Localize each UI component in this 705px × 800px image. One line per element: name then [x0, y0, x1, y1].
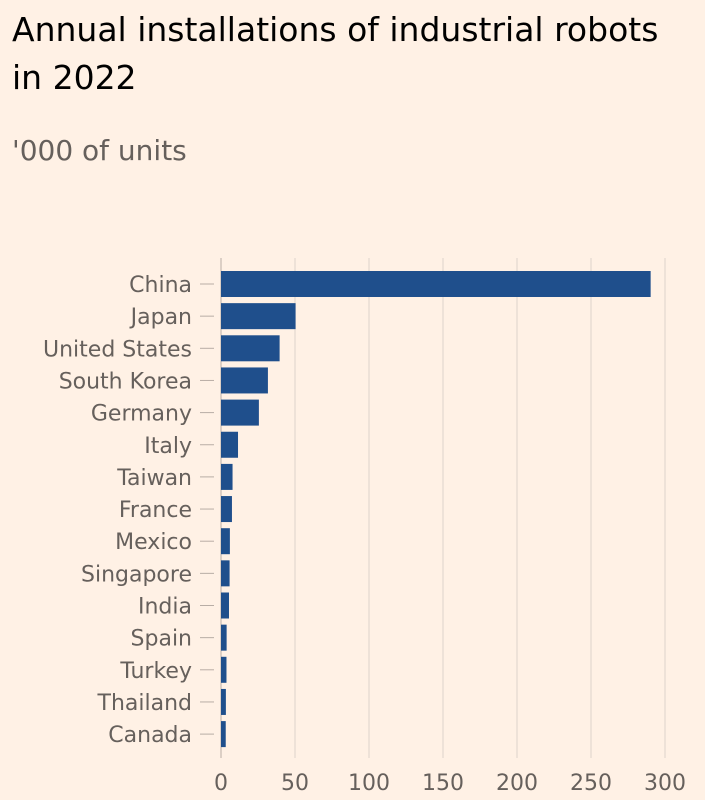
bar-south-korea [221, 367, 268, 394]
x-tick-label-50: 50 [281, 771, 309, 796]
bar-mexico [221, 528, 230, 555]
x-tick-label-100: 100 [348, 771, 390, 796]
category-labels: China Japan United States South Korea German… [43, 273, 192, 748]
category-label-france: France [119, 498, 192, 523]
category-label-china: China [129, 273, 192, 298]
bar-spain [221, 624, 227, 651]
x-tick-label-250: 250 [570, 771, 612, 796]
gridlines [200, 258, 666, 758]
bar-france [221, 496, 232, 523]
category-label-spain: Spain [131, 627, 192, 652]
category-label-italy: Italy [144, 434, 192, 459]
bar-japan [221, 303, 296, 330]
x-tick-labels: 0 50 100 150 200 250 300 [214, 771, 686, 796]
bar-germany [221, 399, 259, 426]
category-label-germany: Germany [91, 402, 192, 427]
category-label-india: India [138, 595, 192, 620]
bar-italy [221, 431, 239, 458]
bar-thailand [221, 688, 226, 715]
bar-singapore [221, 560, 230, 587]
bar-taiwan [221, 463, 233, 490]
category-label-united-states: United States [43, 337, 192, 362]
category-label-taiwan: Taiwan [116, 466, 192, 491]
bar-turkey [221, 656, 227, 683]
category-label-south-korea: South Korea [59, 369, 192, 394]
chart-subtitle: '000 of units [12, 134, 187, 167]
bar-united-states [221, 335, 280, 362]
category-label-singapore: Singapore [81, 562, 192, 587]
x-tick-label-200: 200 [496, 771, 538, 796]
category-label-canada: Canada [108, 723, 192, 748]
category-label-turkey: Turkey [119, 659, 192, 684]
category-label-thailand: Thailand [97, 691, 192, 716]
category-label-japan: Japan [129, 305, 192, 330]
category-label-mexico: Mexico [115, 530, 192, 555]
bars [221, 271, 651, 748]
bar-china [221, 271, 651, 297]
x-tick-label-150: 150 [422, 771, 464, 796]
bar-canada [221, 721, 226, 748]
x-tick-label-0: 0 [214, 771, 228, 796]
chart-title: Annual installations of industrial robot… [12, 10, 659, 97]
bar-india [221, 592, 229, 619]
x-tick-label-300: 300 [644, 771, 686, 796]
